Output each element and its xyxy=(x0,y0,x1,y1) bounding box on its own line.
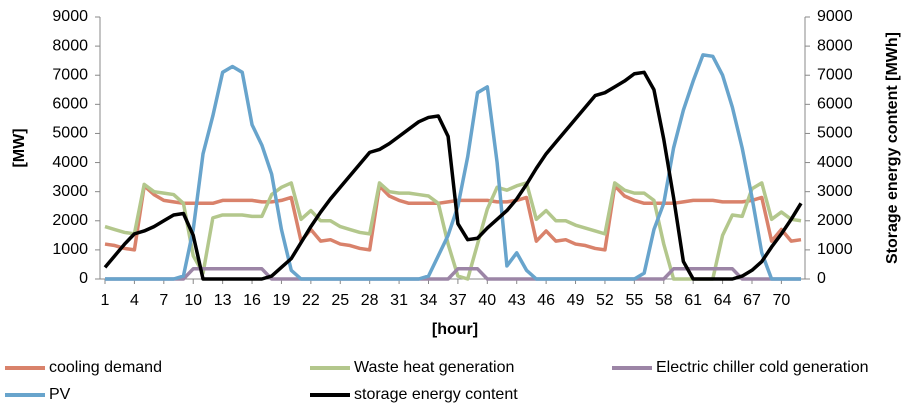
x-tick-label: 25 xyxy=(331,292,349,309)
series-line xyxy=(105,53,801,281)
x-tick-label: 13 xyxy=(214,292,232,309)
legend-label: Electric chiller cold generation xyxy=(656,359,869,376)
y2-tick-label: 8000 xyxy=(817,37,853,54)
y-tick-label: 3000 xyxy=(52,183,88,200)
y2-tick-label: 9000 xyxy=(817,8,853,25)
x-tick-label: 46 xyxy=(537,292,555,309)
x-tick-label: 10 xyxy=(184,292,202,309)
y-axis-title: [MW] xyxy=(11,128,28,167)
y2-tick-label: 0 xyxy=(817,270,826,287)
x-tick-label: 40 xyxy=(478,292,496,309)
x-tick-label: 7 xyxy=(159,292,168,309)
x-tick-label: 28 xyxy=(361,292,379,309)
x-tick-label: 52 xyxy=(596,292,614,309)
series-line xyxy=(105,267,801,281)
y2-tick-label: 6000 xyxy=(817,96,853,113)
x-tick-label: 58 xyxy=(655,292,673,309)
x-tick-label: 4 xyxy=(130,292,139,309)
y-tick-label: 8000 xyxy=(52,37,88,54)
legend-label: cooling demand xyxy=(49,359,162,376)
x-tick-label: 22 xyxy=(302,292,320,309)
legend-label: Waste heat generation xyxy=(354,359,514,376)
x-tick-label: 55 xyxy=(625,292,643,309)
y-tick-label: 6000 xyxy=(52,96,88,113)
y-tick-label: 0 xyxy=(79,270,88,287)
x-tick-label: 43 xyxy=(508,292,526,309)
y2-tick-label: 1000 xyxy=(817,241,853,258)
y2-tick-label: 7000 xyxy=(817,66,853,83)
legend-label: storage energy content xyxy=(354,386,518,403)
x-tick-label: 19 xyxy=(273,292,291,309)
series-line xyxy=(104,181,802,281)
y-tick-label: 4000 xyxy=(52,154,88,171)
y-tick-label: 9000 xyxy=(52,8,88,25)
x-tick-label: 70 xyxy=(772,292,790,309)
y-tick-label: 5000 xyxy=(52,125,88,142)
x-tick-label: 64 xyxy=(714,292,732,309)
x-tick-label: 37 xyxy=(449,292,467,309)
y2-tick-label: 2000 xyxy=(817,212,853,229)
x-tick-label: 34 xyxy=(420,292,438,309)
x-tick-label: 67 xyxy=(743,292,761,309)
y2-tick-label: 5000 xyxy=(817,125,853,142)
series-line xyxy=(104,184,802,252)
y-tick-label: 1000 xyxy=(52,241,88,258)
y-tick-label: 2000 xyxy=(52,212,88,229)
x-tick-label: 31 xyxy=(390,292,408,309)
y-tick-label: 7000 xyxy=(52,66,88,83)
series-line xyxy=(103,70,803,281)
x-tick-label: 61 xyxy=(684,292,702,309)
y2-tick-label: 3000 xyxy=(817,183,853,200)
y2-tick-label: 4000 xyxy=(817,154,853,171)
x-tick-label: 16 xyxy=(243,292,261,309)
legend-label: PV xyxy=(49,386,71,403)
x-tick-label: 1 xyxy=(101,292,110,309)
y2-axis-title: Storage energy content [MWh] xyxy=(884,32,901,264)
x-tick-label: 49 xyxy=(567,292,585,309)
x-axis-title: [hour] xyxy=(432,321,478,338)
